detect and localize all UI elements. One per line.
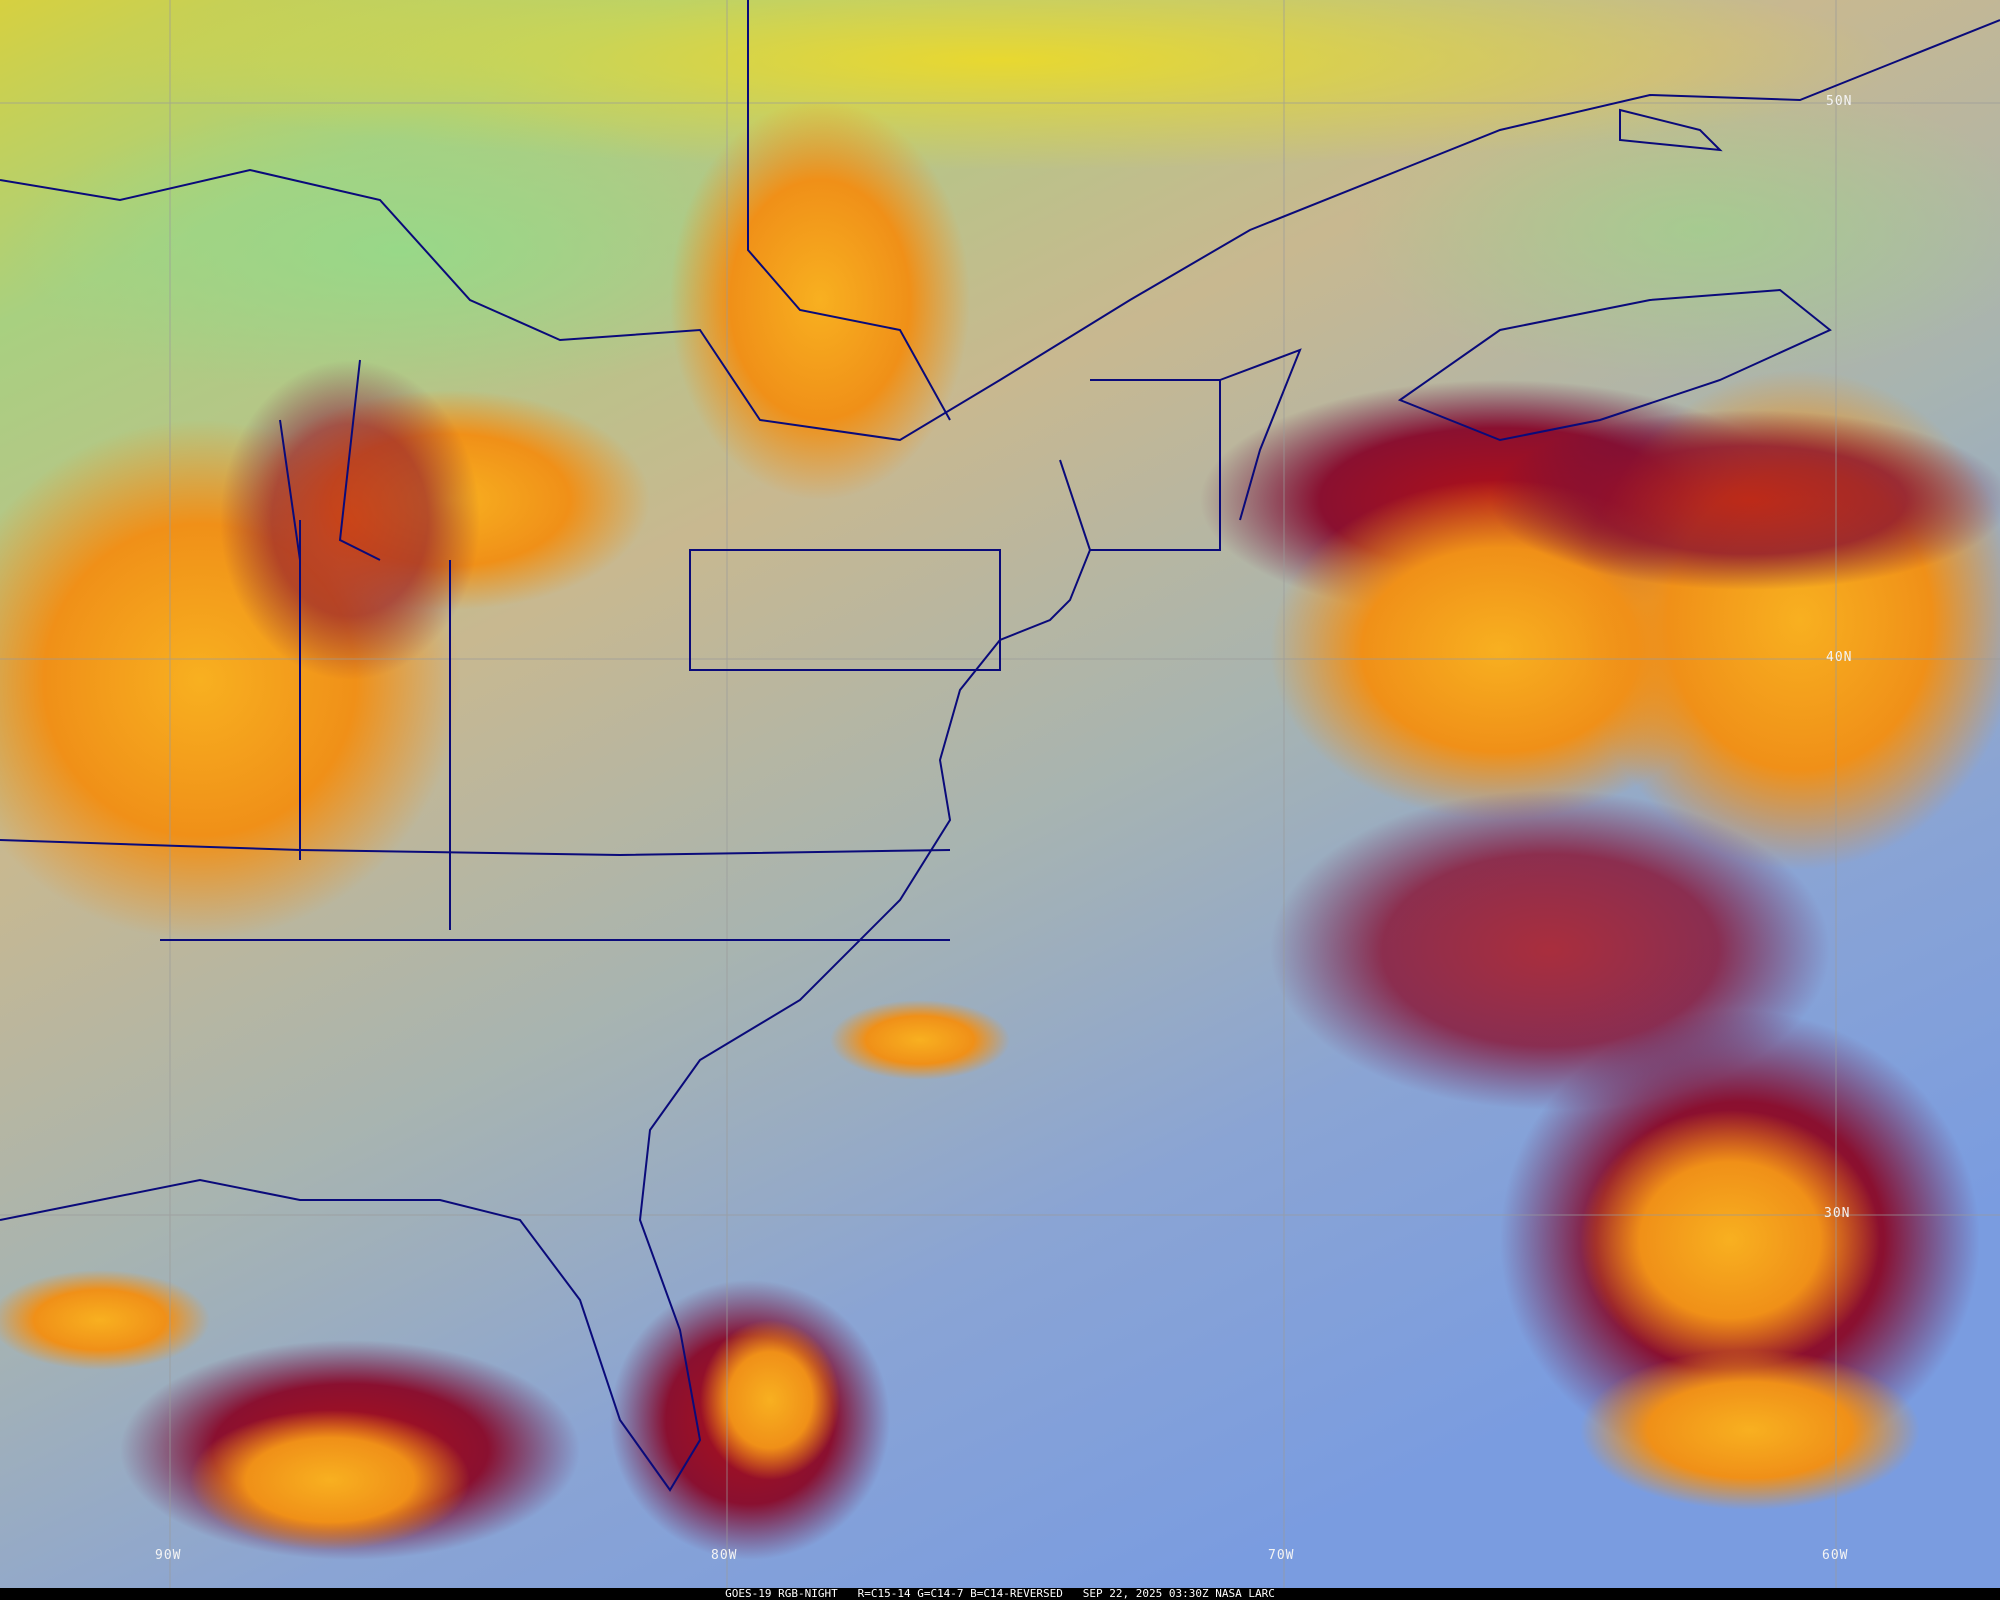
- caption-product: RGB-NIGHT: [778, 1587, 838, 1600]
- longitude-label-70w: 70W: [1268, 1548, 1295, 1563]
- caption-credit: NASA LARC: [1215, 1587, 1275, 1600]
- caption-datetime: SEP 22, 2025 03:30Z: [1082, 1587, 1209, 1600]
- longitude-label-60w: 60W: [1822, 1548, 1849, 1563]
- longitude-label-80w: 80W: [711, 1548, 738, 1563]
- caption-satellite: GOES-19: [725, 1587, 772, 1600]
- longitude-label-90w: 90W: [155, 1548, 182, 1563]
- latitude-label-40n: 40N: [1826, 650, 1853, 665]
- latitude-label-30n: 30N: [1824, 1206, 1851, 1221]
- caption-channels: R=C15-14 G=C14-7 B=C14-REVERSED: [857, 1587, 1063, 1600]
- political-borders: [0, 0, 2000, 1492]
- latitude-label-50n: 50N: [1826, 94, 1853, 109]
- image-caption-bar: GOES-19 RGB-NIGHT R=C15-14 G=C14-7 B=C14…: [0, 1588, 2000, 1600]
